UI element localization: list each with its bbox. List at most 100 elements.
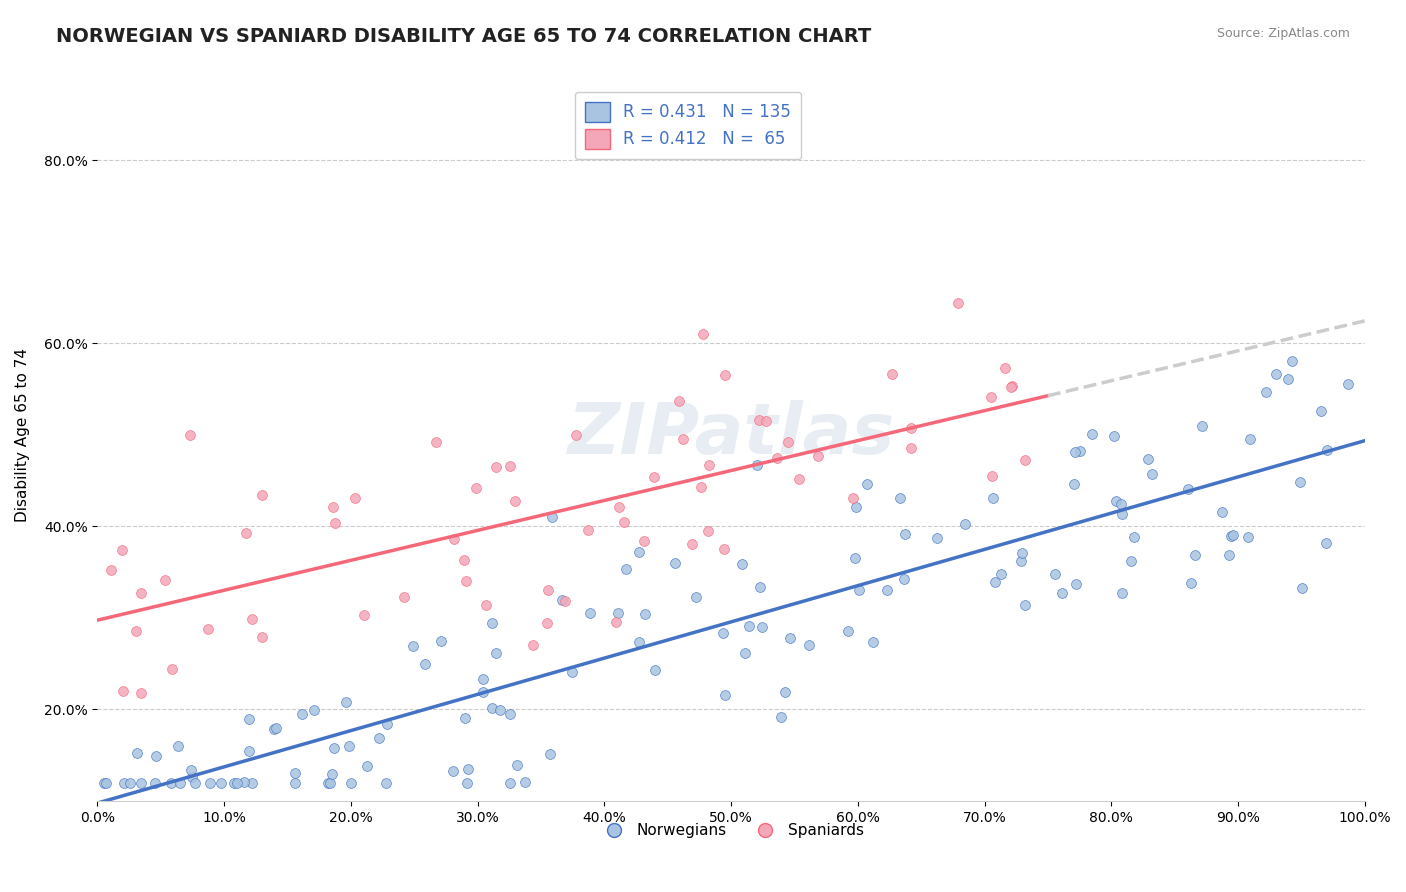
- Norwegians: [485, 647, 508, 661]
- Spaniards: [787, 472, 810, 486]
- Norwegians: [1043, 566, 1066, 581]
- Spaniards: [235, 525, 257, 540]
- Norwegians: [118, 775, 141, 789]
- Norwegians: [1105, 494, 1128, 508]
- Norwegians: [1211, 505, 1233, 519]
- Norwegians: [1218, 548, 1240, 562]
- Spaniards: [681, 537, 703, 551]
- Norwegians: [984, 574, 1007, 589]
- Norwegians: [734, 646, 756, 660]
- Norwegians: [1063, 476, 1085, 491]
- Spaniards: [605, 615, 627, 629]
- Norwegians: [160, 775, 183, 789]
- Norwegians: [1310, 404, 1333, 418]
- Spaniards: [755, 414, 778, 428]
- Norwegians: [264, 722, 287, 736]
- Norwegians: [224, 775, 246, 789]
- Norwegians: [339, 775, 361, 789]
- Spaniards: [522, 638, 544, 652]
- Norwegians: [1050, 585, 1073, 599]
- Norwegians: [1142, 467, 1164, 482]
- Norwegians: [845, 500, 868, 515]
- Norwegians: [1254, 384, 1277, 399]
- Norwegians: [1111, 507, 1133, 521]
- Norwegians: [837, 624, 859, 639]
- Norwegians: [1315, 536, 1337, 550]
- Norwegians: [644, 663, 666, 677]
- Norwegians: [430, 634, 453, 648]
- Norwegians: [779, 632, 801, 646]
- Norwegians: [551, 593, 574, 607]
- Spaniards: [697, 458, 720, 472]
- Norwegians: [561, 665, 583, 679]
- Norwegians: [263, 722, 285, 736]
- Norwegians: [1063, 444, 1085, 458]
- Spaniards: [250, 488, 273, 502]
- Norwegians: [321, 766, 343, 780]
- Norwegians: [143, 775, 166, 789]
- Norwegians: [748, 580, 770, 594]
- Norwegians: [1277, 372, 1299, 386]
- Norwegians: [1123, 530, 1146, 544]
- Spaniards: [643, 470, 665, 484]
- Legend: Norwegians, Spaniards: Norwegians, Spaniards: [592, 817, 870, 845]
- Norwegians: [769, 710, 792, 724]
- Norwegians: [377, 716, 399, 731]
- Norwegians: [322, 741, 344, 756]
- Norwegians: [1337, 376, 1360, 391]
- Norwegians: [981, 491, 1004, 505]
- Norwegians: [209, 775, 232, 789]
- Norwegians: [714, 688, 737, 702]
- Norwegians: [145, 748, 167, 763]
- Norwegians: [337, 739, 360, 753]
- Spaniards: [100, 563, 122, 577]
- Norwegians: [238, 744, 260, 758]
- Spaniards: [443, 532, 465, 546]
- Norwegians: [856, 477, 879, 491]
- Spaniards: [179, 428, 201, 442]
- Norwegians: [1180, 576, 1202, 591]
- Spaniards: [564, 428, 586, 442]
- Norwegians: [319, 775, 342, 789]
- Norwegians: [538, 747, 561, 761]
- Norwegians: [506, 757, 529, 772]
- Spaniards: [981, 468, 1004, 483]
- Spaniards: [536, 615, 558, 630]
- Norwegians: [1220, 529, 1243, 543]
- Norwegians: [368, 731, 391, 745]
- Spaniards: [197, 622, 219, 636]
- Norwegians: [129, 775, 152, 789]
- Spaniards: [692, 326, 714, 341]
- Norwegians: [375, 775, 398, 789]
- Norwegians: [1281, 354, 1303, 368]
- Text: ZIPatlas: ZIPatlas: [568, 401, 894, 469]
- Spaniards: [537, 582, 560, 597]
- Spaniards: [697, 524, 720, 538]
- Y-axis label: Disability Age 65 to 74: Disability Age 65 to 74: [15, 348, 30, 522]
- Spaniards: [633, 534, 655, 549]
- Norwegians: [731, 558, 754, 572]
- Spaniards: [425, 434, 447, 449]
- Norwegians: [953, 516, 976, 531]
- Norwegians: [453, 710, 475, 724]
- Norwegians: [627, 635, 650, 649]
- Norwegians: [1081, 427, 1104, 442]
- Spaniards: [554, 594, 576, 608]
- Spaniards: [842, 491, 865, 506]
- Spaniards: [776, 435, 799, 450]
- Norwegians: [127, 746, 149, 760]
- Spaniards: [946, 296, 969, 310]
- Spaniards: [994, 361, 1017, 376]
- Norwegians: [498, 706, 520, 721]
- Spaniards: [129, 585, 152, 599]
- Spaniards: [343, 491, 366, 506]
- Spaniards: [322, 500, 344, 514]
- Norwegians: [226, 775, 249, 789]
- Norwegians: [180, 763, 202, 777]
- Norwegians: [664, 557, 686, 571]
- Norwegians: [181, 770, 204, 784]
- Norwegians: [876, 582, 898, 597]
- Norwegians: [579, 606, 602, 620]
- Norwegians: [745, 458, 768, 473]
- Norwegians: [1315, 443, 1337, 458]
